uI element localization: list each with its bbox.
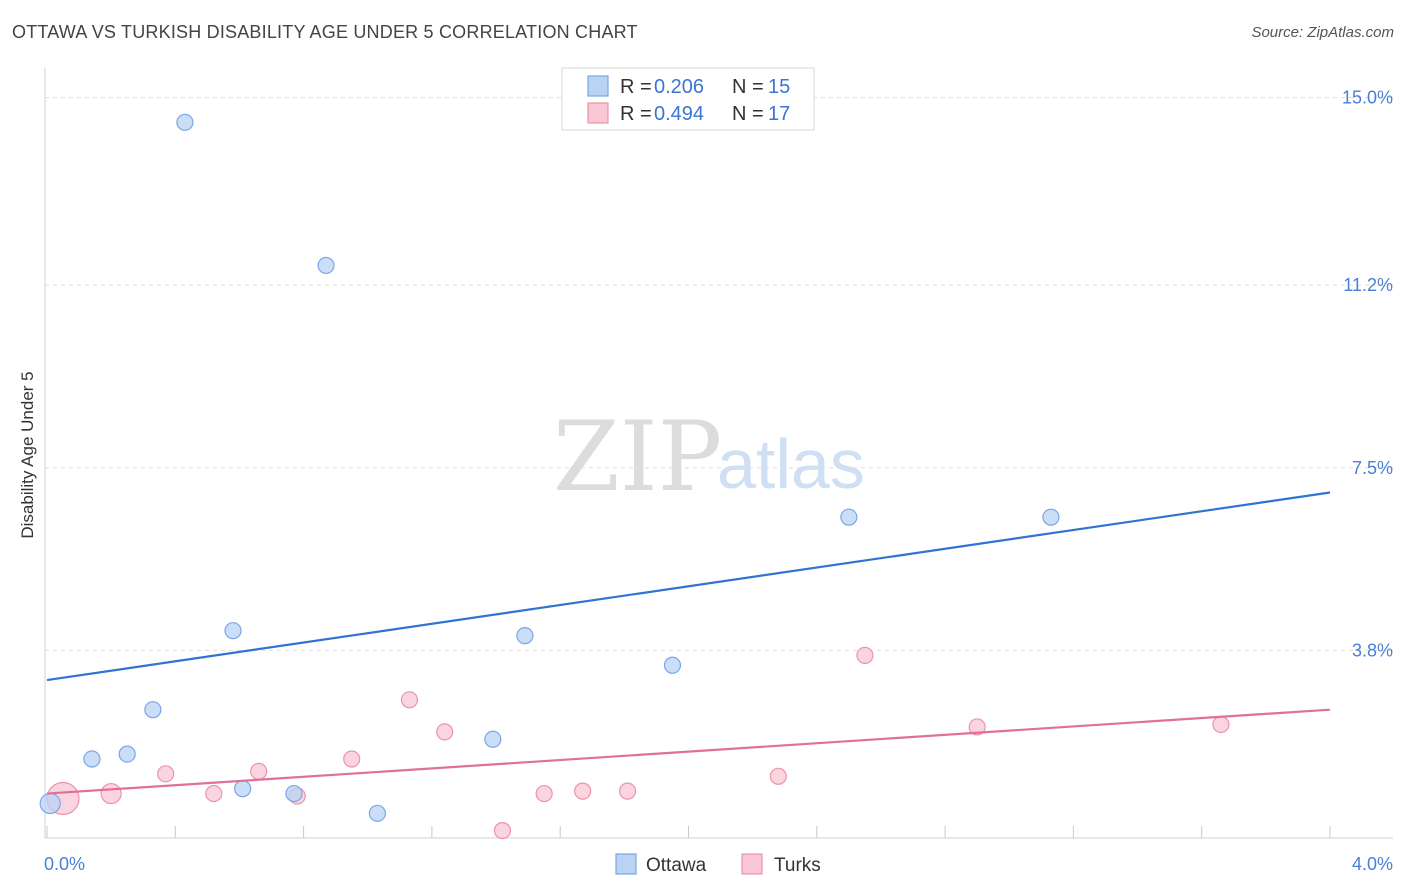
ottawa-point (663, 656, 682, 674)
turks-point (968, 718, 986, 736)
turks-point (535, 784, 553, 803)
trend-lines (46, 491, 1331, 795)
turks-point (436, 723, 454, 741)
turks-trend-line (46, 708, 1331, 795)
turks-legend-swatch (587, 102, 609, 124)
ottawa-point (317, 256, 335, 275)
turks-n-value: 17 (768, 103, 790, 125)
turks-point (856, 646, 874, 664)
watermark-zip: ZIP (553, 401, 722, 513)
turks-series-label: Turks (774, 855, 821, 876)
ottawa-points (39, 113, 1060, 822)
y-tick-label: 15.0% (1342, 88, 1393, 108)
ottawa-point (484, 730, 502, 748)
ottawa-point (144, 701, 162, 719)
x-tick-label-min: 0.0% (44, 854, 85, 874)
ottawa-point (234, 780, 252, 798)
ottawa-point (224, 622, 242, 640)
turks-point (574, 782, 592, 800)
ottawa-point (368, 804, 386, 822)
turks-point (157, 765, 175, 783)
ottawa-point (840, 508, 858, 526)
chart-title: OTTAWA VS TURKISH DISABILITY AGE UNDER 5… (12, 22, 638, 42)
y-tick-label: 11.2% (1343, 275, 1393, 295)
ottawa-point (118, 745, 136, 763)
series-legend: Ottawa Turks (615, 853, 821, 876)
turks-n-label: N = (732, 103, 764, 125)
y-axis-title: Disability Age Under 5 (18, 371, 37, 538)
turks-series-swatch (741, 853, 763, 875)
turks-point (343, 750, 361, 768)
ottawa-series-label: Ottawa (646, 855, 707, 876)
turks-point (400, 691, 419, 709)
turks-points (46, 646, 1230, 840)
ottawa-r-label: R = (620, 76, 652, 98)
turks-point (769, 767, 787, 785)
turks-point (250, 762, 268, 780)
ottawa-point (1042, 508, 1060, 526)
ottawa-point (516, 627, 534, 645)
y-tick-label: 3.8% (1352, 640, 1393, 660)
turks-point (205, 784, 223, 803)
ottawa-point (83, 750, 101, 768)
x-tick-label-max: 4.0% (1352, 854, 1393, 874)
turks-point (618, 782, 637, 800)
ottawa-n-label: N = (732, 76, 764, 98)
ottawa-trend-line (46, 491, 1331, 682)
ottawa-n-value: 15 (768, 76, 790, 98)
stats-legend: R = 0.206 N = 15 R = 0.494 N = 17 (561, 67, 815, 131)
ottawa-series-swatch (615, 853, 637, 875)
turks-r-value: 0.494 (654, 103, 704, 125)
ottawa-point (285, 784, 303, 803)
grid (45, 97, 1393, 651)
y-tick-label: 7.5% (1352, 458, 1393, 478)
ottawa-point (39, 792, 61, 815)
turks-point (1212, 715, 1230, 734)
turks-point (493, 821, 512, 840)
y-tick-labels: 3.8% 7.5% 11.2% 15.0% (1342, 88, 1393, 661)
turks-point (100, 782, 122, 805)
turks-r-label: R = (620, 103, 652, 125)
watermark-atlas: atlas (717, 425, 865, 503)
ottawa-legend-swatch (587, 75, 609, 97)
x-axis-ticks (46, 826, 1331, 838)
ottawa-point (176, 113, 194, 131)
source-label: Source: ZipAtlas.com (1251, 24, 1394, 41)
ottawa-r-value: 0.206 (654, 76, 704, 98)
